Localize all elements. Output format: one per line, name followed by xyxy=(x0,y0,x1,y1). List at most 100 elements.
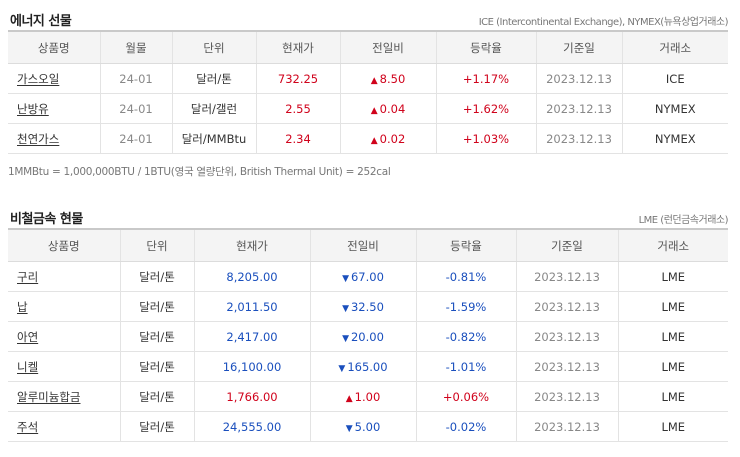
rate-cell: -1.59% xyxy=(415,291,516,322)
metals-table-row: 니켈 달러/톤 16,100.00 ▼ 165.00 -1.01% 2023.12.13 LM… xyxy=(8,351,728,382)
product-name-cell: 납 xyxy=(8,291,120,322)
metals-table-row: 아연 달러/톤 2,417.00 ▼ 20.00 -0.82% 2023.12.13 LME xyxy=(8,321,728,352)
col-header-date: 기준일 xyxy=(515,228,618,262)
energy-table-row: 난방유 24-01 달러/갤런 2.55 ▲ 0.04 +1.62% 2023.12.13 NY… xyxy=(8,93,728,124)
rate-cell: +1.03% xyxy=(435,123,536,154)
exchange-cell: LME xyxy=(617,291,728,322)
down-arrow-icon: ▼ xyxy=(342,303,349,314)
mmbtu-footnote: 1MMBtu = 1,000,000BTU / 1BTU(영국 열량단위, Br… xyxy=(0,154,740,186)
metals-table-row: 납 달러/톤 2,011.50 ▼ 32.50 -1.59% 2023.12.13 LME xyxy=(8,291,728,322)
metals-section-header: 비철금속 현물 LME (런던금속거래소) xyxy=(0,198,740,228)
product-link[interactable]: 아연 xyxy=(17,329,39,344)
date-cell: 2023.12.13 xyxy=(535,93,622,124)
product-name-cell: 가스오일 xyxy=(8,63,100,94)
change-cell: ▲ 0.02 xyxy=(339,123,436,154)
col-header-change: 전일비 xyxy=(309,228,416,262)
change-cell: ▼ 32.50 xyxy=(309,291,416,322)
price-cell: 2.55 xyxy=(255,93,340,124)
exchange-cell: LME xyxy=(617,351,728,382)
date-cell: 2023.12.13 xyxy=(515,321,618,352)
date-cell: 2023.12.13 xyxy=(515,381,618,412)
product-name-cell: 아연 xyxy=(8,321,120,352)
exchange-cell: ICE xyxy=(621,63,728,94)
up-arrow-icon: ▲ xyxy=(345,393,353,404)
change-cell: ▲ 8.50 xyxy=(339,63,436,94)
product-link[interactable]: 가스오일 xyxy=(17,71,60,86)
price-cell: 1,766.00 xyxy=(193,381,310,412)
col-header-name: 상품명 xyxy=(8,30,100,64)
unit-cell: 달러/갤런 xyxy=(171,93,256,124)
change-cell: ▼ 165.00 xyxy=(309,351,416,382)
col-header-name: 상품명 xyxy=(8,228,120,262)
product-name-cell: 주석 xyxy=(8,411,120,442)
rate-cell: +0.06% xyxy=(415,381,516,412)
nonferrous-metals-table: 상품명 단위 현재가 전일비 등락율 기준일 거래소 구리 달러/톤 8,205.0… xyxy=(8,228,728,442)
change-value: 32.50 xyxy=(350,299,384,314)
date-cell: 2023.12.13 xyxy=(535,123,622,154)
unit-cell: 달러/톤 xyxy=(119,411,194,442)
unit-cell: 달러/톤 xyxy=(119,291,194,322)
col-header-rate: 등락율 xyxy=(415,228,516,262)
col-header-date: 기준일 xyxy=(535,30,622,64)
change-value: 165.00 xyxy=(347,359,388,374)
footnote-text: 1MMBtu = 1,000,000BTU / 1BTU(영국 열량단위, Br… xyxy=(8,166,391,178)
col-header-unit: 단위 xyxy=(119,228,194,262)
col-header-exchange: 거래소 xyxy=(617,228,728,262)
rate-cell: +1.62% xyxy=(435,93,536,124)
product-name-cell: 천연가스 xyxy=(8,123,100,154)
rate-cell: -1.01% xyxy=(415,351,516,382)
product-link[interactable]: 구리 xyxy=(17,269,39,284)
change-cell: ▲ 0.04 xyxy=(339,93,436,124)
date-cell: 2023.12.13 xyxy=(515,291,618,322)
exchange-cell: NYMEX xyxy=(621,93,728,124)
col-header-month: 월물 xyxy=(99,30,172,64)
unit-cell: 달러/톤 xyxy=(119,381,194,412)
page: 에너지 선물 ICE (Intercontinental Exchange), … xyxy=(0,14,740,442)
month-cell: 24-01 xyxy=(99,123,172,154)
energy-table-header-row: 상품명 월물 단위 현재가 전일비 등락율 기준일 거래소 xyxy=(8,30,728,64)
energy-futures-table: 상품명 월물 단위 현재가 전일비 등락율 기준일 거래소 가스오일 24-01 달… xyxy=(8,30,728,154)
col-header-change: 전일비 xyxy=(339,30,436,64)
price-cell: 732.25 xyxy=(255,63,340,94)
rate-cell: -0.81% xyxy=(415,261,516,292)
unit-cell: 달러/톤 xyxy=(119,321,194,352)
price-cell: 16,100.00 xyxy=(193,351,310,382)
price-cell: 24,555.00 xyxy=(193,411,310,442)
energy-source-label: ICE (Intercontinental Exchange), NYMEX(뉴… xyxy=(478,17,729,28)
change-cell: ▼ 20.00 xyxy=(309,321,416,352)
month-cell: 24-01 xyxy=(99,63,172,94)
change-value: 0.02 xyxy=(379,131,406,146)
up-arrow-icon: ▲ xyxy=(370,75,378,86)
product-link[interactable]: 알루미늄합금 xyxy=(17,389,81,404)
change-value: 5.00 xyxy=(354,419,381,434)
col-header-unit: 단위 xyxy=(171,30,256,64)
product-link[interactable]: 주석 xyxy=(17,419,39,434)
date-cell: 2023.12.13 xyxy=(535,63,622,94)
month-cell: 24-01 xyxy=(99,93,172,124)
rate-cell: +1.17% xyxy=(435,63,536,94)
down-arrow-icon: ▼ xyxy=(345,423,353,434)
unit-cell: 달러/톤 xyxy=(119,351,194,382)
product-link[interactable]: 납 xyxy=(17,299,28,314)
metals-section-title: 비철금속 현물 xyxy=(10,212,83,227)
change-cell: ▲ 1.00 xyxy=(309,381,416,412)
price-cell: 2,011.50 xyxy=(193,291,310,322)
change-value: 8.50 xyxy=(379,71,406,86)
metals-table-row: 알루미늄합금 달러/톤 1,766.00 ▲ 1.00 +0.06% 2023.12.13 L… xyxy=(8,381,728,412)
product-link[interactable]: 난방유 xyxy=(17,101,49,116)
metals-table-row: 주석 달러/톤 24,555.00 ▼ 5.00 -0.02% 2023.12.13 LME xyxy=(8,411,728,442)
change-value: 67.00 xyxy=(350,269,384,284)
product-link[interactable]: 천연가스 xyxy=(17,131,60,146)
product-link[interactable]: 니켈 xyxy=(17,359,39,374)
up-arrow-icon: ▲ xyxy=(370,105,378,116)
energy-section-title: 에너지 선물 xyxy=(10,14,72,29)
down-arrow-icon: ▼ xyxy=(342,273,349,284)
rate-cell: -0.82% xyxy=(415,321,516,352)
price-cell: 2,417.00 xyxy=(193,321,310,352)
product-name-cell: 난방유 xyxy=(8,93,100,124)
energy-table-row: 가스오일 24-01 달러/톤 732.25 ▲ 8.50 +1.17% 2023.12.13… xyxy=(8,63,728,94)
col-header-price: 현재가 xyxy=(193,228,310,262)
change-value: 20.00 xyxy=(350,329,384,344)
change-cell: ▼ 5.00 xyxy=(309,411,416,442)
change-value: 1.00 xyxy=(354,389,381,404)
